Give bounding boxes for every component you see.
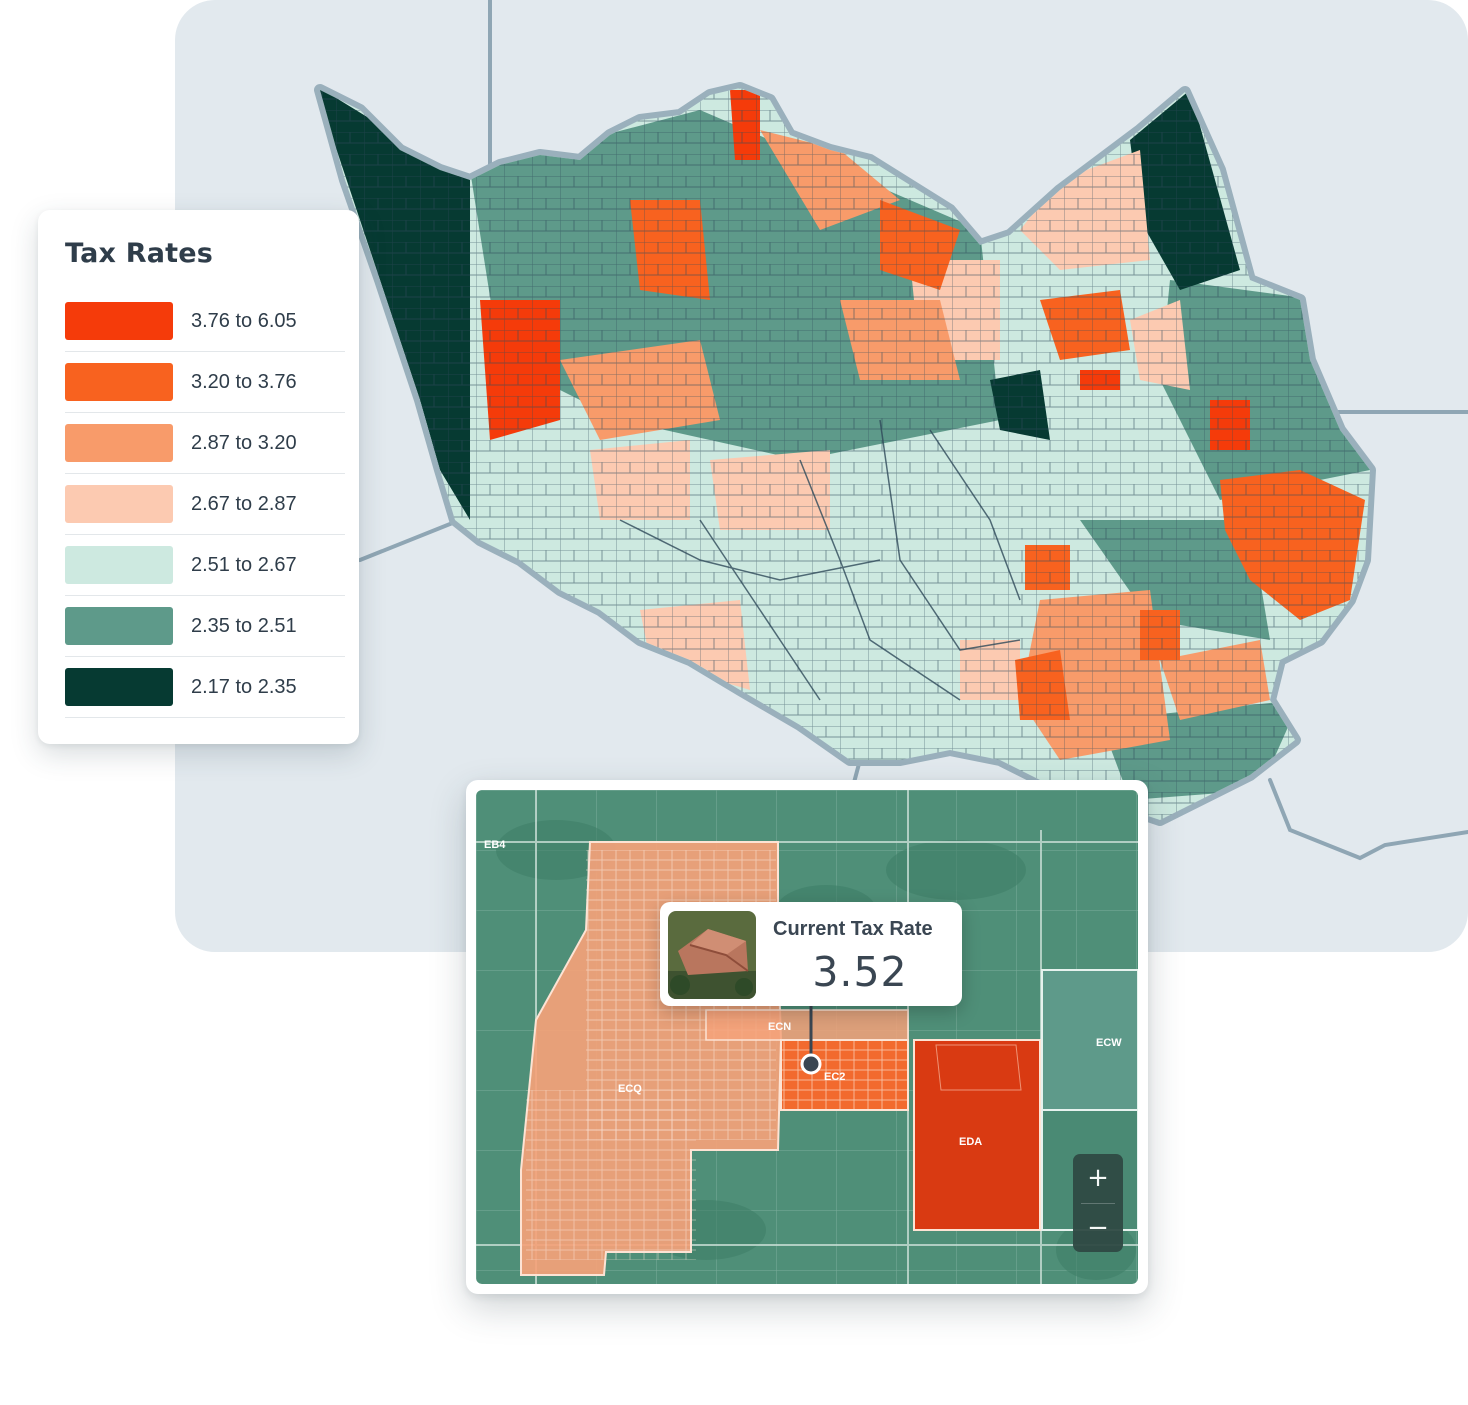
legend-title: Tax Rates [65,238,214,269]
parcel-label-eb4: EB4 [484,839,506,851]
legend-panel: Tax Rates 3.76 to 6.05 3.20 to 3.76 2.87 t… [38,210,359,744]
tax-rate-tooltip: Current Tax Rate 3.52 [660,902,962,1006]
legend-range-label: 3.76 to 6.05 [191,309,297,332]
tooltip-label: Current Tax Rate [773,918,933,940]
legend-range-label: 2.51 to 2.67 [191,553,297,576]
legend-range-label: 2.67 to 2.87 [191,492,297,515]
location-pin[interactable] [800,1053,822,1075]
satellite-parcel-map[interactable]: EB4 ECQ ECN EC2 ECW EDA [476,790,1138,1284]
parcel-label-ec2: EC2 [824,1071,845,1083]
legend-range-label: 2.17 to 2.35 [191,675,297,698]
zoom-in-button[interactable]: + [1073,1154,1123,1203]
legend-swatch [65,607,173,645]
parcel-eda[interactable] [913,1039,1041,1231]
legend-swatch [65,424,173,462]
legend-item: 2.17 to 2.35 [65,657,345,718]
legend-list: 3.76 to 6.05 3.20 to 3.76 2.87 to 3.20 2.67… [65,291,359,718]
legend-range-label: 3.20 to 3.76 [191,370,297,393]
tax-rate-value: 3.52 [812,948,908,996]
parcel-label-eda: EDA [959,1136,982,1148]
parcel-ecw[interactable] [1041,969,1138,1111]
property-thumbnail [668,911,756,999]
legend-swatch [65,485,173,523]
legend-item: 3.76 to 6.05 [65,291,345,352]
legend-item: 2.51 to 2.67 [65,535,345,596]
legend-swatch [65,363,173,401]
legend-range-label: 2.35 to 2.51 [191,614,297,637]
zoom-out-button[interactable]: − [1073,1204,1123,1253]
parcel-label-ecq: ECQ [618,1083,642,1095]
legend-swatch [65,546,173,584]
zoom-control: + − [1073,1154,1123,1252]
legend-range-label: 2.87 to 3.20 [191,431,297,454]
legend-item: 2.87 to 3.20 [65,413,345,474]
parcel-label-ecw: ECW [1096,1037,1122,1049]
legend-swatch [65,302,173,340]
legend-item: 2.67 to 2.87 [65,474,345,535]
parcel-label-ecn: ECN [768,1021,791,1033]
legend-item: 2.35 to 2.51 [65,596,345,657]
parcel-detail-card: EB4 ECQ ECN EC2 ECW EDA [466,780,1148,1294]
house-photo-icon [668,911,756,999]
legend-item: 3.20 to 3.76 [65,352,345,413]
zoom-separator [1081,1203,1115,1204]
legend-swatch [65,668,173,706]
